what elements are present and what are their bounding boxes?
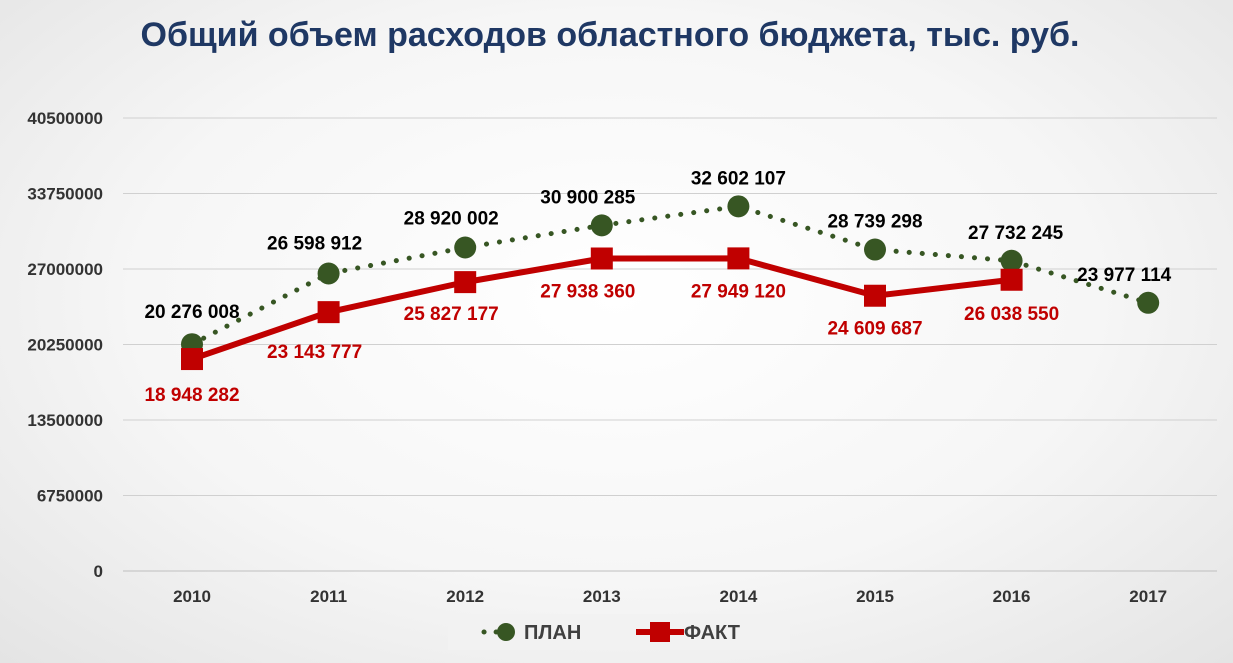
- fact-point: [454, 271, 477, 294]
- series-layer: [181, 195, 1160, 371]
- gridlines: [123, 117, 1217, 572]
- fact-point: [727, 247, 750, 270]
- y-tick-label: 6750000: [37, 487, 103, 506]
- plan-series-line: [189, 203, 1151, 347]
- plan-data-label: 30 900 285: [540, 187, 636, 208]
- fact-data-label: 23 143 777: [267, 342, 362, 363]
- x-tick-label: 2016: [993, 587, 1031, 606]
- y-axis-ticks: 0 6750000 13500000 20250000 27000000 33750000…: [27, 109, 103, 581]
- plan-data-label: 27 732 245: [968, 223, 1064, 244]
- legend-plan-marker: [497, 623, 515, 641]
- x-tick-label: 2015: [856, 587, 894, 606]
- y-tick-label: 40500000: [27, 109, 103, 128]
- fact-data-label: 18 948 282: [144, 385, 239, 406]
- fact-point: [181, 348, 203, 371]
- x-tick-label: 2013: [583, 587, 621, 606]
- plan-data-label: 23 977 114: [1077, 265, 1171, 286]
- chart-title: Общий объем расходов областного бюджета,…: [140, 16, 1080, 54]
- plan-data-label: 32 602 107: [691, 168, 786, 189]
- plan-point: [1137, 291, 1160, 314]
- x-tick-label: 2011: [310, 587, 347, 606]
- plan-point: [454, 236, 477, 259]
- y-tick-label: 33750000: [27, 185, 103, 204]
- fact-data-label: 27 949 120: [691, 281, 786, 302]
- legend: ПЛАН ФАКТ: [448, 614, 790, 650]
- plan-point: [590, 214, 613, 237]
- fact-data-label: 26 038 550: [964, 304, 1059, 325]
- fact-point: [590, 247, 613, 270]
- y-tick-label: 27000000: [27, 260, 103, 279]
- fact-data-label: 25 827 177: [404, 304, 499, 325]
- x-tick-label: 2017: [1129, 587, 1167, 606]
- x-axis-ticks: 2010 2011 2012 2013 2014 2015 2016 2017: [173, 587, 1167, 606]
- plan-data-label: 28 739 298: [827, 212, 922, 233]
- plan-data-label: 20 276 008: [144, 302, 239, 323]
- data-labels: 20 276 008 26 598 912 28 920 002 30 900 285…: [144, 168, 1171, 406]
- fact-point: [317, 301, 340, 324]
- fact-data-label: 27 938 360: [540, 282, 635, 303]
- y-tick-label: 13500000: [27, 411, 103, 430]
- plan-data-label: 26 598 912: [267, 233, 362, 254]
- x-tick-label: 2010: [173, 587, 211, 606]
- fact-point: [864, 284, 886, 307]
- x-tick-label: 2014: [719, 587, 757, 606]
- legend-fact-label: ФАКТ: [684, 622, 740, 644]
- plan-point: [317, 262, 340, 285]
- y-tick-label: 20250000: [27, 336, 103, 355]
- plan-data-label: 28 920 002: [404, 209, 499, 230]
- plan-point: [864, 238, 886, 261]
- fact-data-label: 24 609 687: [827, 319, 922, 340]
- y-tick-label: 0: [94, 562, 103, 581]
- legend-plan-label: ПЛАН: [524, 622, 581, 644]
- plan-point: [727, 195, 750, 218]
- plan-point: [1000, 249, 1023, 272]
- fact-point: [1000, 268, 1023, 291]
- x-tick-label: 2012: [446, 587, 484, 606]
- legend-fact-marker: [650, 622, 670, 642]
